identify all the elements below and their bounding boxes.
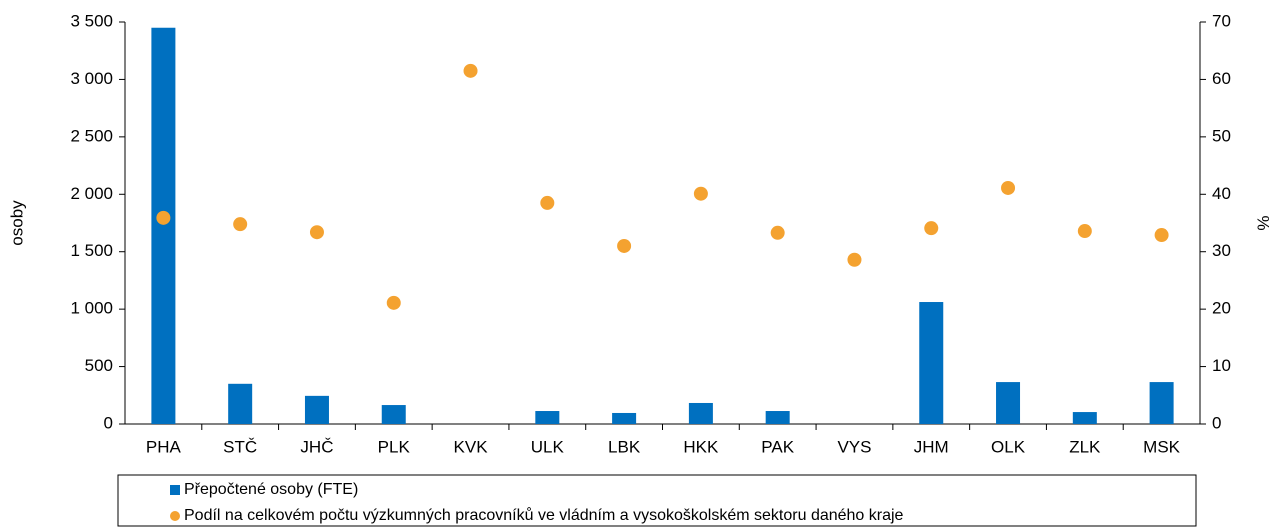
- y2-axis-label: %: [1254, 215, 1270, 230]
- y2-tick-label: 40: [1212, 184, 1231, 203]
- x-tick-label: STČ: [223, 437, 257, 456]
- bar: [688, 402, 713, 424]
- y2-tick-label: 0: [1212, 413, 1221, 432]
- point: [156, 210, 171, 225]
- y2-tick-label: 60: [1212, 69, 1231, 88]
- bar: [765, 411, 790, 424]
- legend-label: Přepočtené osoby (FTE): [184, 481, 358, 498]
- point: [386, 295, 401, 310]
- y-tick-label: 2 000: [70, 184, 113, 203]
- x-tick-label: PAK: [761, 437, 794, 456]
- point: [924, 221, 939, 236]
- bar: [151, 27, 176, 424]
- x-tick-label: OLK: [991, 437, 1026, 456]
- x-tick-label: JHM: [914, 437, 949, 456]
- y2-tick-label: 30: [1212, 241, 1231, 260]
- y2-tick-label: 20: [1212, 299, 1231, 318]
- bar: [1149, 382, 1174, 424]
- legend-label: Podíl na celkovém počtu výzkumných praco…: [184, 506, 904, 524]
- point: [540, 195, 555, 210]
- x-tick-label: PHA: [146, 437, 182, 456]
- legend-box: [117, 474, 1197, 527]
- y-tick-label: 2 500: [70, 126, 113, 145]
- y-tick-label: 3 500: [70, 11, 113, 30]
- y2-tick-label: 10: [1212, 356, 1231, 375]
- x-tick-label: VYS: [837, 437, 871, 456]
- point: [1154, 228, 1169, 243]
- x-tick-label: ZLK: [1069, 437, 1101, 456]
- y-tick-label: 500: [85, 356, 113, 375]
- y-tick-label: 1 500: [70, 241, 113, 260]
- bar: [996, 382, 1021, 424]
- point: [847, 252, 862, 267]
- x-tick-label: PLK: [378, 437, 411, 456]
- point: [463, 63, 478, 78]
- point: [1001, 180, 1016, 195]
- point: [617, 238, 632, 253]
- bar: [612, 412, 637, 424]
- y2-tick-label: 70: [1212, 11, 1231, 30]
- x-tick-label: KVK: [454, 437, 489, 456]
- bar: [535, 411, 560, 424]
- bar: [381, 405, 406, 424]
- x-tick-label: JHČ: [300, 437, 333, 456]
- bar: [1072, 412, 1097, 424]
- bar: [919, 302, 944, 424]
- point: [1077, 224, 1092, 239]
- x-tick-label: HKK: [683, 437, 719, 456]
- y-tick-label: 0: [104, 413, 113, 432]
- y2-tick-label: 50: [1212, 126, 1231, 145]
- point: [770, 225, 785, 240]
- point: [693, 186, 708, 201]
- legend-marker: [170, 511, 180, 521]
- point: [233, 217, 248, 232]
- y-axis-label: osoby: [7, 200, 26, 246]
- legend-marker: [170, 485, 180, 495]
- y-tick-label: 1 000: [70, 299, 113, 318]
- bar: [228, 383, 253, 424]
- x-tick-label: MSK: [1143, 437, 1181, 456]
- y-tick-label: 3 000: [70, 69, 113, 88]
- x-tick-label: ULK: [531, 437, 565, 456]
- bar: [304, 395, 329, 424]
- x-tick-label: LBK: [608, 437, 641, 456]
- point: [309, 225, 324, 240]
